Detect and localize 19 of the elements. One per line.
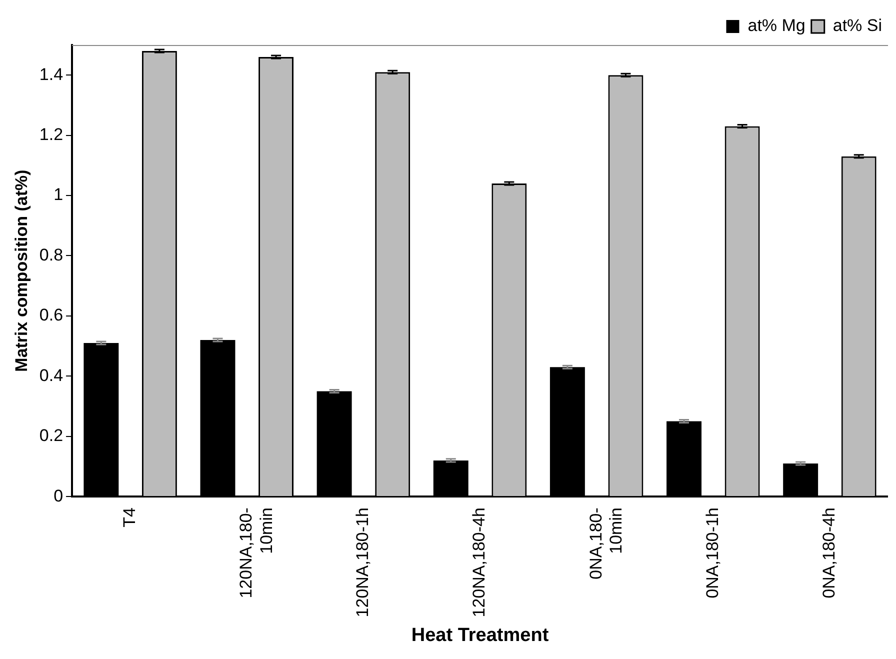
- x-tick-label: 0NA,180-1h: [702, 508, 722, 598]
- y-tick-label: 0.8: [39, 245, 64, 264]
- x-axis-title: Heat Treatment: [411, 624, 550, 646]
- y-tick-label: 1.4: [39, 64, 64, 84]
- x-tick-label: 120NA,180-10min: [236, 508, 276, 598]
- x-tick-label: T4: [120, 508, 140, 528]
- y-tick-label: 0.6: [39, 306, 64, 325]
- legend-label: at% Si: [832, 16, 882, 36]
- y-tick-label: 0.2: [39, 426, 64, 446]
- y-axis-title: Matrix composition (at%): [12, 170, 31, 372]
- x-tick-label: 120NA,180-1h: [353, 508, 372, 618]
- x-tick-label: 120NA,180-4h: [470, 508, 489, 618]
- y-tick-label: 0: [54, 486, 64, 506]
- y-tick-label: 1.2: [39, 125, 64, 144]
- x-tick-label: 0NA,180-10min: [586, 508, 626, 580]
- legend-label: at% Mg: [748, 16, 806, 36]
- y-tick-label: 0.4: [39, 366, 64, 385]
- y-tick-label: 1: [54, 185, 64, 204]
- x-tick-label: 0NA,180-4h: [819, 508, 838, 598]
